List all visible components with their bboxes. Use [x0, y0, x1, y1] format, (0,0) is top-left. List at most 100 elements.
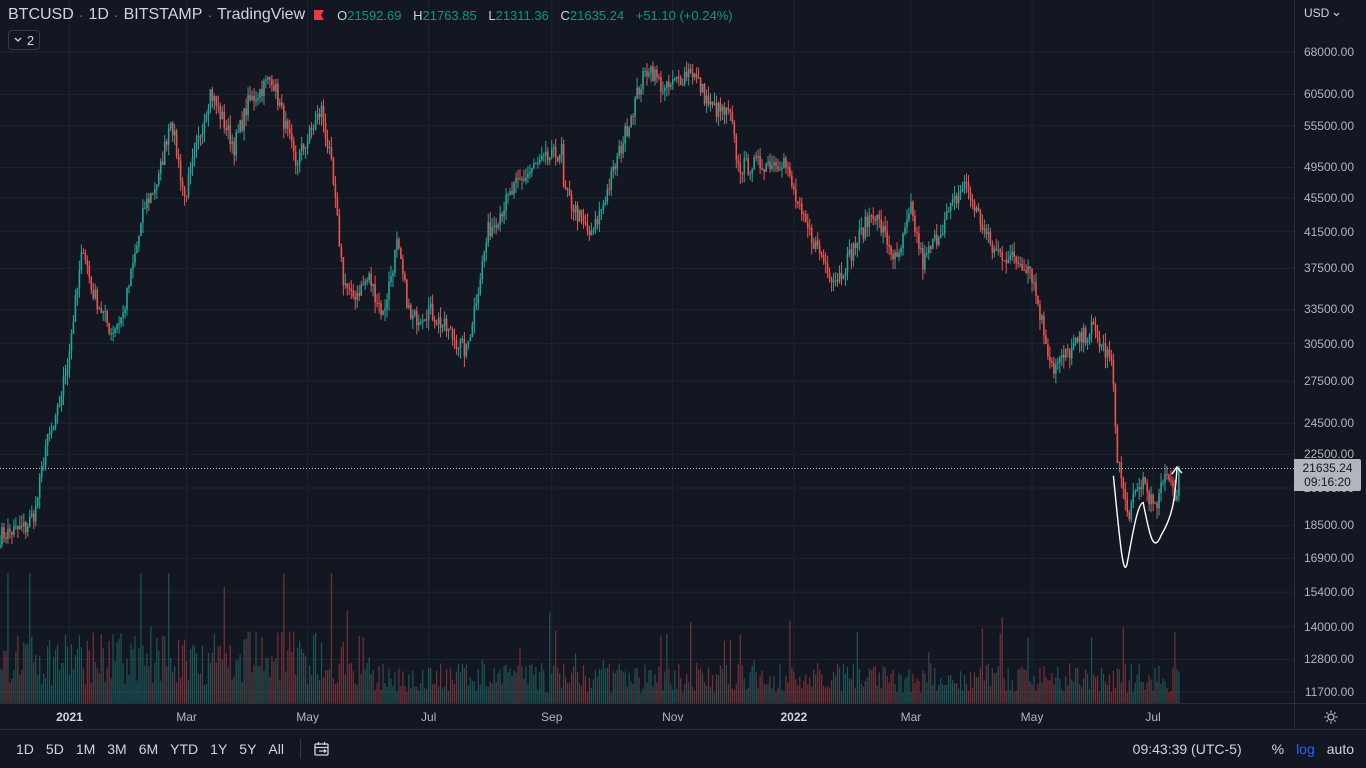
- volume-bar: [533, 674, 535, 703]
- volume-bar: [491, 683, 493, 703]
- candle-body: [610, 171, 613, 190]
- candle-body: [406, 279, 408, 308]
- candle-body: [5, 537, 7, 539]
- range-button-5y[interactable]: 5Y: [239, 741, 257, 757]
- candle-body: [459, 339, 462, 348]
- candle-body: [46, 433, 49, 446]
- price-tick-label: 30500.00: [1303, 336, 1354, 351]
- candle-body: [542, 155, 545, 157]
- price-scale[interactable]: 68000.00 60500.00 55500.00 49500.00 45500.00…: [1294, 0, 1366, 703]
- candle-body: [1154, 503, 1156, 505]
- candle-body: [259, 89, 261, 98]
- candle-body: [3, 527, 5, 538]
- candle-body: [1092, 321, 1095, 325]
- candle-body: [586, 223, 589, 231]
- volume-bar: [49, 639, 51, 703]
- volume-bar: [749, 671, 751, 703]
- volume-bar: [1160, 683, 1162, 703]
- range-button-5d[interactable]: 5D: [45, 741, 64, 757]
- volume-bar: [549, 612, 551, 703]
- candle-body: [110, 333, 112, 335]
- volume-bar: [628, 672, 630, 703]
- volume-bar: [918, 680, 920, 703]
- volume-bar: [430, 668, 432, 703]
- candle-body: [267, 77, 269, 80]
- currency-selector[interactable]: USD: [1304, 6, 1340, 20]
- volume-bar: [195, 653, 198, 703]
- volume-bar: [868, 668, 870, 703]
- volume-bar: [1134, 683, 1136, 703]
- volume-bar: [916, 678, 918, 703]
- candle-body: [15, 525, 17, 527]
- candle-body: [890, 246, 892, 254]
- candle-body: [354, 296, 357, 300]
- candle-body: [1086, 339, 1089, 344]
- candle-body: [628, 127, 630, 137]
- volume-bar: [499, 669, 501, 703]
- range-button-ytd[interactable]: YTD: [170, 741, 199, 757]
- candle-body: [273, 85, 275, 92]
- candle-body: [808, 227, 811, 229]
- price-chart[interactable]: [0, 0, 1294, 703]
- candle-body: [201, 133, 204, 137]
- candle-body: [662, 91, 664, 93]
- candle-body: [965, 181, 968, 183]
- volume-bar: [602, 660, 604, 703]
- candle-body: [910, 201, 912, 214]
- price-tick-label: 14000.00: [1303, 619, 1354, 634]
- volume-bar: [547, 692, 549, 703]
- volume-bar: [70, 644, 73, 703]
- auto-toggle[interactable]: auto: [1326, 740, 1354, 757]
- volume-bar: [1110, 692, 1113, 703]
- volume-bar: [1104, 681, 1107, 703]
- candle-body: [171, 122, 174, 136]
- volume-bar: [301, 648, 303, 703]
- candle-body: [487, 222, 490, 243]
- candle-body: [203, 120, 206, 134]
- candle-body: [564, 186, 567, 190]
- percent-toggle[interactable]: %: [1271, 740, 1285, 757]
- volume-bar: [330, 573, 333, 703]
- volume-bar: [652, 687, 654, 703]
- volume-bar: [434, 684, 436, 703]
- candle-body: [596, 219, 599, 225]
- price-tick-label: 11700.00: [1304, 685, 1354, 699]
- time-scale[interactable]: 2021 Mar May Jul Sep Nov 2022 Mar May Jul: [0, 703, 1294, 729]
- candle-body: [215, 96, 218, 106]
- volume-bar: [1047, 680, 1049, 703]
- candle-body: [648, 72, 650, 77]
- range-button-3m[interactable]: 3M: [107, 741, 127, 757]
- volume-bar: [795, 679, 797, 703]
- candle-body: [1074, 338, 1077, 343]
- symbol-name[interactable]: BTCUSD: [8, 6, 74, 23]
- range-button-1d[interactable]: 1D: [16, 741, 34, 757]
- volume-bar: [483, 664, 485, 703]
- volume-bar: [140, 573, 142, 703]
- legend-separator: ·: [113, 7, 119, 23]
- range-button-6m[interactable]: 6M: [138, 741, 159, 757]
- candle-body: [955, 196, 958, 204]
- range-button-1m[interactable]: 1M: [75, 741, 96, 757]
- range-button-1y[interactable]: 1Y: [210, 741, 228, 757]
- candle-body: [963, 181, 966, 189]
- candle-body: [755, 156, 757, 158]
- candle-body: [288, 128, 291, 134]
- log-toggle[interactable]: log: [1296, 740, 1315, 757]
- interval-label[interactable]: 1D: [88, 6, 109, 23]
- clock-display[interactable]: 09:43:39 (UTC-5): [1132, 740, 1242, 757]
- candle-body: [767, 161, 769, 164]
- candle-body: [443, 318, 446, 326]
- chart-pane[interactable]: [0, 0, 1294, 703]
- flag-icon[interactable]: [313, 9, 325, 21]
- range-button-all[interactable]: All: [268, 741, 284, 757]
- chart-settings-button[interactable]: [1294, 703, 1366, 729]
- volume-bar: [525, 665, 527, 703]
- candle-body: [999, 249, 1002, 252]
- date-range-icon[interactable]: [313, 741, 331, 757]
- volume-bar: [773, 676, 775, 703]
- volume-bar: [243, 639, 245, 703]
- indicators-toggle-button[interactable]: 2: [8, 30, 40, 50]
- volume-bar: [181, 645, 184, 703]
- candle-body: [630, 116, 632, 128]
- candle-body: [1120, 462, 1123, 479]
